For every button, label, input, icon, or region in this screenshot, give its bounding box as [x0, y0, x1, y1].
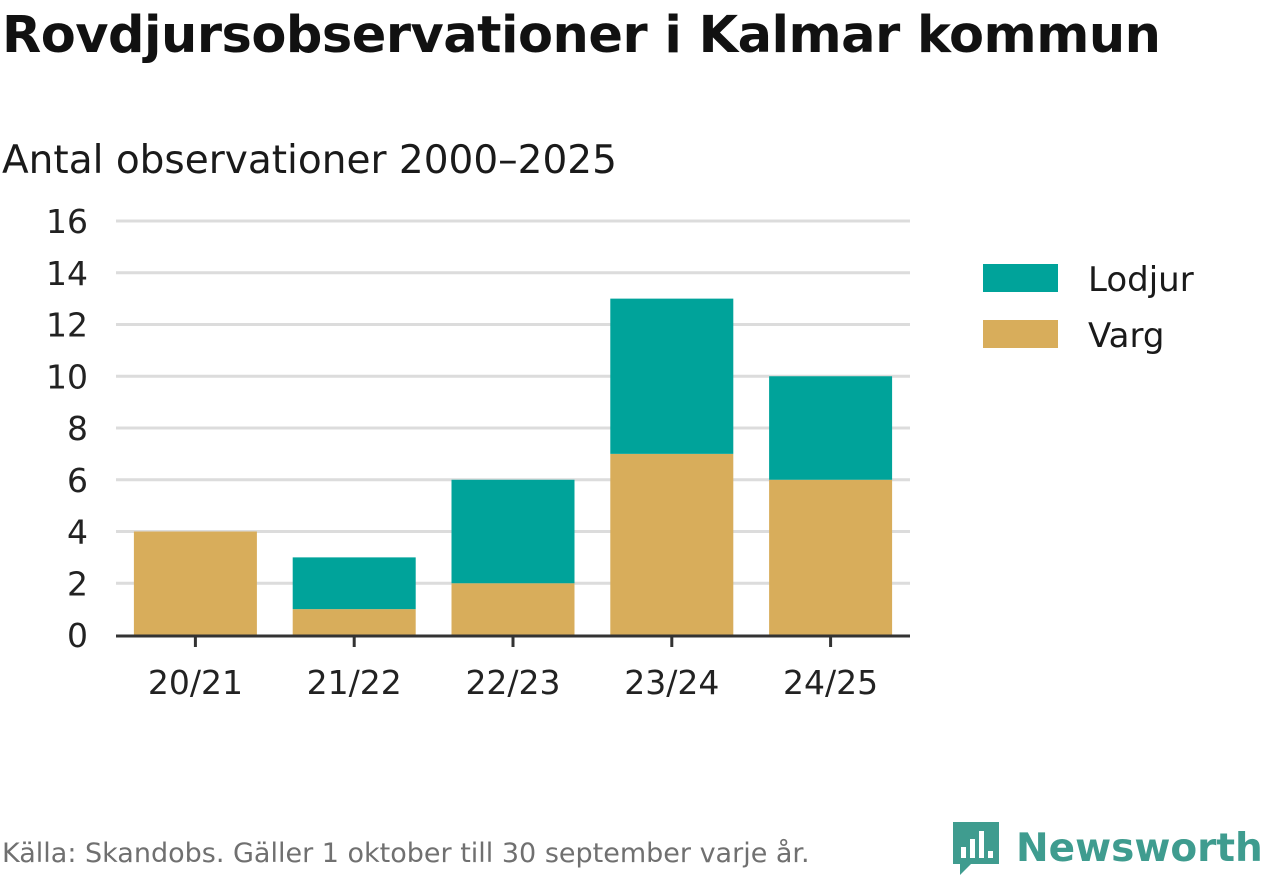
y-tick-label: 16	[46, 202, 88, 241]
x-axis	[116, 634, 910, 647]
bar-varg-20-21	[133, 531, 257, 635]
chart-subtitle: Antal observationer 2000–2025	[2, 138, 617, 183]
brand-name: Newsworthy	[1016, 825, 1262, 871]
y-tick-label: 10	[46, 357, 88, 396]
bars	[133, 298, 893, 635]
chart-title: Rovdjursobservationer i Kalmar kommun	[2, 6, 1161, 65]
x-tick-label: 24/25	[783, 663, 878, 702]
legend-label-lodjur: Lodjur	[1088, 260, 1194, 300]
x-tick-label: 20/21	[148, 663, 243, 702]
newsworthy-logo-icon	[953, 822, 999, 875]
bar-lodjur-22-23	[451, 479, 575, 584]
bar-lodjur-23-24	[610, 298, 734, 454]
legend-swatch-lodjur	[983, 264, 1058, 292]
y-tick-label: 4	[67, 513, 88, 552]
bar-lodjur-24-25	[769, 376, 893, 480]
source-note: Källa: Skandobs. Gäller 1 oktober till 3…	[2, 838, 810, 869]
bar-varg-22-23	[451, 583, 575, 635]
y-tick-label: 0	[67, 616, 88, 655]
x-tick-label: 23/24	[624, 663, 719, 702]
legend-swatch-varg	[983, 320, 1058, 348]
brand-logo: Newsworthy	[950, 818, 1262, 878]
bar-varg-24-25	[769, 479, 893, 635]
legend: Lodjur Varg	[983, 260, 1194, 356]
bar-varg-23-24	[610, 453, 734, 635]
bar-varg-21-22	[292, 609, 416, 635]
y-tick-label: 12	[46, 306, 88, 345]
y-tick-label: 8	[67, 409, 88, 448]
y-tick-label: 14	[46, 254, 88, 293]
x-axis-tick-labels: 20/21 21/22 22/23 23/24 24/25	[148, 663, 878, 702]
x-tick-label: 21/22	[307, 663, 402, 702]
bar-lodjur-21-22	[292, 557, 416, 610]
x-tick-label: 22/23	[465, 663, 560, 702]
legend-label-varg: Varg	[1088, 316, 1164, 356]
y-axis-tick-labels: 0 2 4 6 8 10 12 14 16	[46, 202, 88, 655]
y-tick-label: 2	[67, 564, 88, 603]
y-tick-label: 6	[67, 461, 88, 500]
